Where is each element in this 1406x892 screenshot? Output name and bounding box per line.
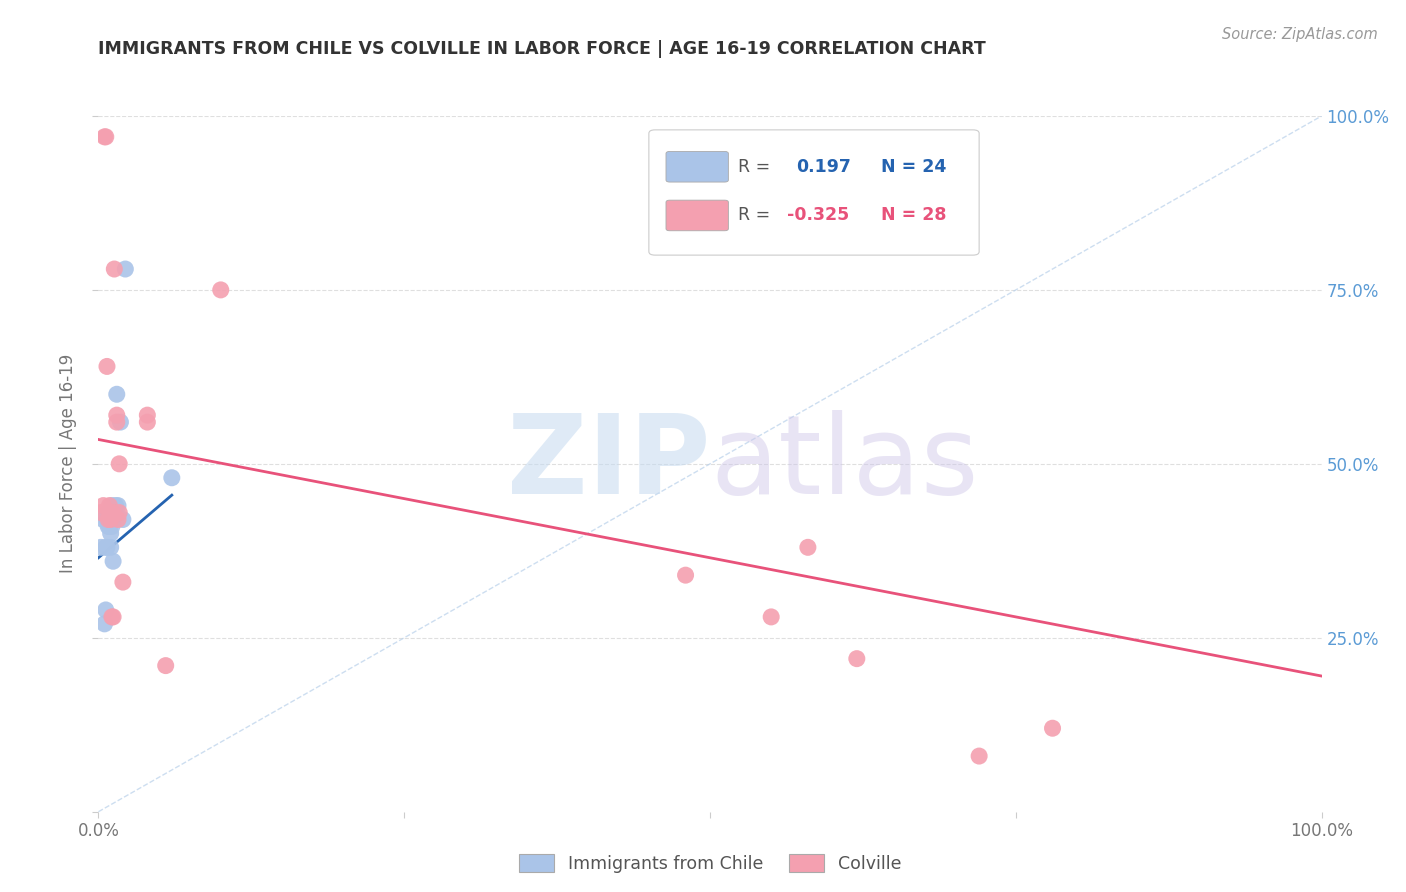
Point xyxy=(97,519,120,533)
Point xyxy=(136,408,159,422)
Point xyxy=(108,457,131,471)
Point xyxy=(105,415,128,429)
Point xyxy=(100,526,122,541)
Point xyxy=(91,512,114,526)
Point xyxy=(110,415,132,429)
Point xyxy=(105,408,128,422)
Point xyxy=(1042,721,1064,735)
Point xyxy=(797,541,820,555)
Point xyxy=(675,568,697,582)
Point xyxy=(103,262,125,277)
Point xyxy=(101,610,124,624)
Point xyxy=(101,554,124,568)
Point xyxy=(94,603,117,617)
Point xyxy=(97,512,120,526)
Y-axis label: In Labor Force | Age 16-19: In Labor Force | Age 16-19 xyxy=(59,354,77,574)
Point xyxy=(101,610,124,624)
Point xyxy=(111,512,134,526)
Point xyxy=(93,129,115,144)
Text: N = 24: N = 24 xyxy=(882,158,946,176)
Point xyxy=(845,651,868,665)
Point xyxy=(91,499,114,513)
Point xyxy=(104,499,127,513)
Point xyxy=(101,519,124,533)
Point xyxy=(98,506,121,520)
Text: R =: R = xyxy=(738,158,770,176)
Point xyxy=(101,506,124,520)
Point xyxy=(94,129,117,144)
Point xyxy=(107,499,129,513)
Point xyxy=(90,541,112,555)
Point xyxy=(155,658,177,673)
FancyBboxPatch shape xyxy=(666,152,728,182)
Text: -0.325: -0.325 xyxy=(787,206,849,225)
Point xyxy=(107,512,129,526)
Point xyxy=(93,616,115,631)
Point xyxy=(761,610,783,624)
Point xyxy=(97,506,120,520)
Point xyxy=(98,499,121,513)
Legend: Immigrants from Chile, Colville: Immigrants from Chile, Colville xyxy=(512,847,908,880)
FancyBboxPatch shape xyxy=(666,200,728,231)
Point xyxy=(90,506,112,520)
Text: 0.197: 0.197 xyxy=(796,158,851,176)
Text: atlas: atlas xyxy=(710,410,979,517)
Point xyxy=(96,541,118,555)
Point xyxy=(101,499,124,513)
Point xyxy=(209,283,232,297)
Text: R =: R = xyxy=(738,206,770,225)
FancyBboxPatch shape xyxy=(650,130,979,255)
Text: IMMIGRANTS FROM CHILE VS COLVILLE IN LABOR FORCE | AGE 16-19 CORRELATION CHART: IMMIGRANTS FROM CHILE VS COLVILLE IN LAB… xyxy=(98,40,986,58)
Text: N = 28: N = 28 xyxy=(882,206,946,225)
Point xyxy=(100,541,122,555)
Point xyxy=(96,512,118,526)
Point xyxy=(111,575,134,590)
Point xyxy=(136,415,159,429)
Point xyxy=(114,262,136,277)
Point xyxy=(101,512,124,526)
Point xyxy=(967,749,990,764)
Text: ZIP: ZIP xyxy=(506,410,710,517)
Point xyxy=(160,471,183,485)
Point xyxy=(94,541,117,555)
Text: Source: ZipAtlas.com: Source: ZipAtlas.com xyxy=(1222,27,1378,42)
Point xyxy=(108,506,131,520)
Point xyxy=(105,387,128,401)
Point xyxy=(98,519,121,533)
Point xyxy=(100,512,122,526)
Point xyxy=(96,359,118,374)
